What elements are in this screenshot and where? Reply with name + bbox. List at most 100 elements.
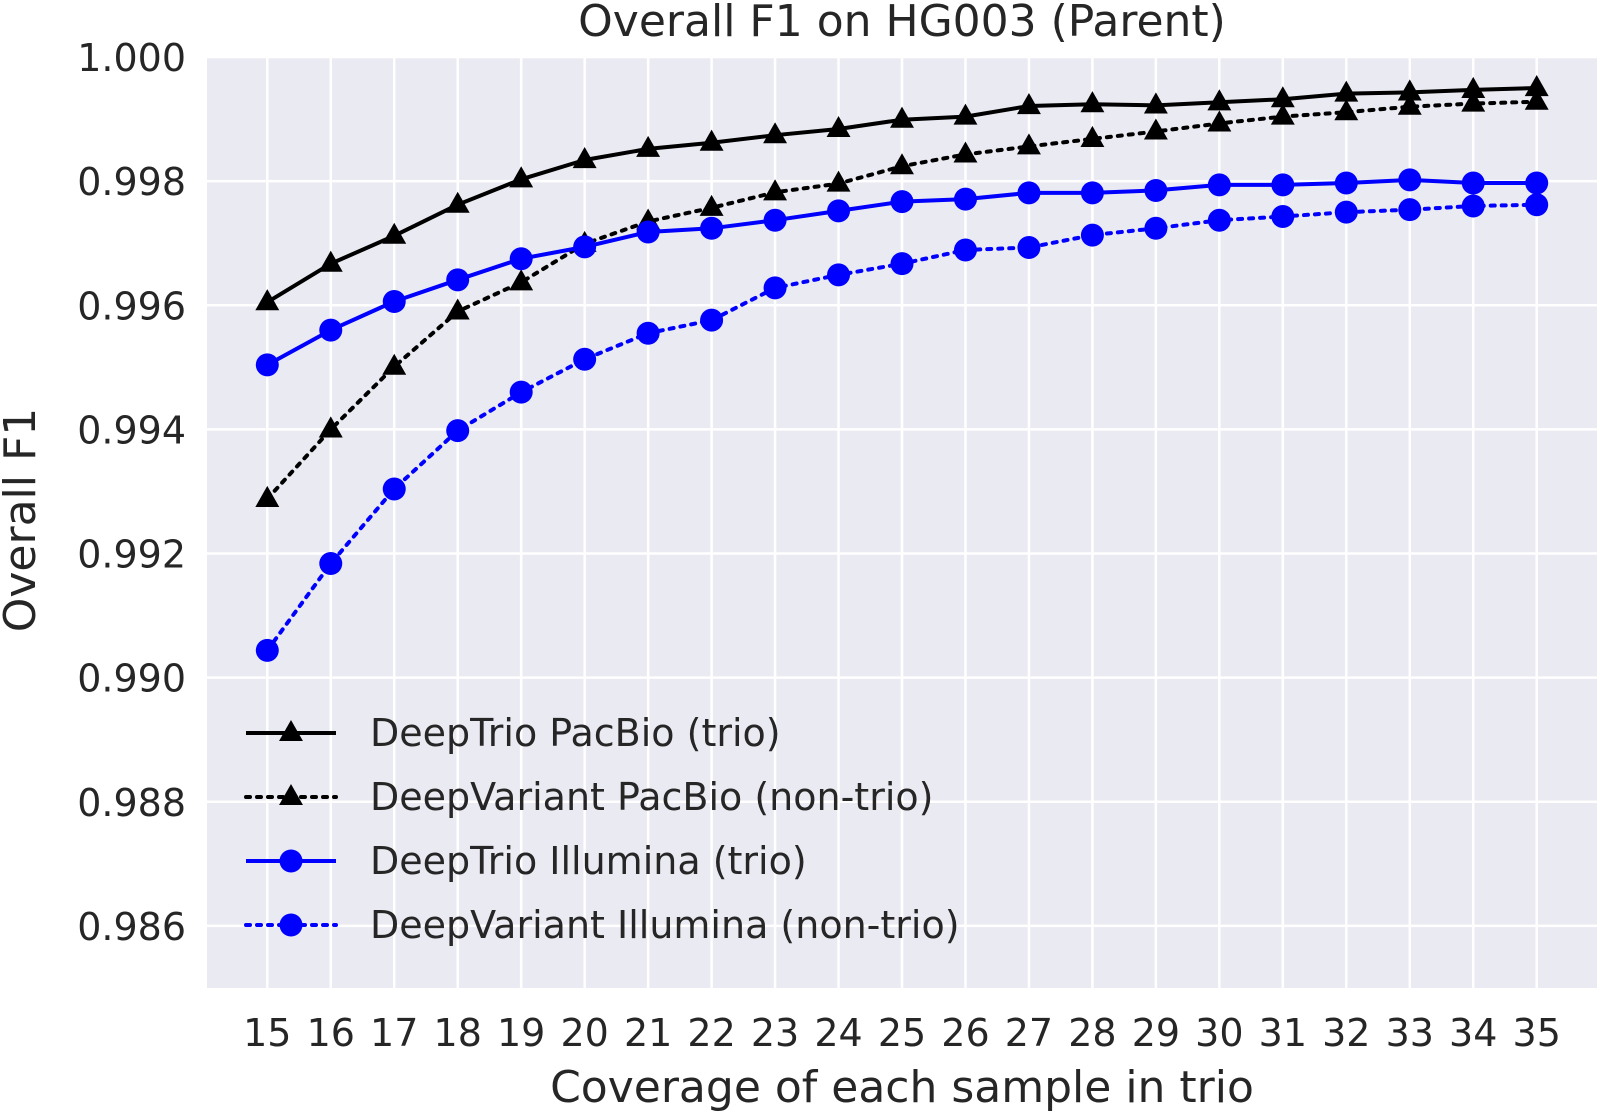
x-tick-label: 22	[687, 1011, 735, 1055]
data-point	[573, 347, 597, 371]
data-point	[509, 269, 534, 291]
x-tick-label: 23	[751, 1011, 799, 1055]
series-group	[255, 75, 1549, 311]
data-point	[255, 485, 280, 507]
data-point	[699, 129, 724, 151]
data-point	[1525, 171, 1549, 195]
data-point	[1080, 223, 1104, 247]
legend-label: DeepVariant PacBio (non-trio)	[370, 775, 933, 819]
x-tick-label: 25	[878, 1011, 926, 1055]
legend-label: DeepTrio PacBio (trio)	[370, 711, 781, 755]
y-tick-label: 0.994	[77, 408, 186, 452]
legend-label: DeepTrio Illumina (trio)	[370, 839, 807, 883]
y-tick-label: 0.990	[77, 657, 186, 701]
x-tick-label: 29	[1132, 1011, 1180, 1055]
data-point	[1207, 110, 1232, 132]
data-point	[509, 247, 533, 271]
data-point	[382, 222, 407, 244]
data-point	[1080, 181, 1104, 205]
data-point	[318, 416, 343, 438]
data-point	[1524, 75, 1549, 97]
data-point	[763, 122, 788, 144]
data-point	[890, 106, 914, 128]
data-point	[1144, 178, 1168, 202]
data-point	[1334, 99, 1359, 121]
x-tick-label: 34	[1449, 1011, 1497, 1055]
data-point	[636, 321, 660, 345]
x-tick-label: 32	[1322, 1011, 1370, 1055]
x-tick-label: 26	[941, 1011, 989, 1055]
legend-marker	[279, 720, 303, 742]
data-point	[1461, 194, 1485, 218]
data-point	[1270, 103, 1295, 125]
y-gridlines	[207, 55, 1597, 928]
series-layer	[255, 75, 1549, 662]
x-tick-label: 15	[243, 1011, 291, 1055]
x-tick-label: 24	[814, 1011, 862, 1055]
data-point	[1397, 93, 1422, 115]
data-point	[1080, 125, 1105, 147]
data-point	[1207, 89, 1232, 111]
data-point	[953, 103, 978, 125]
data-point	[1461, 171, 1485, 195]
y-tick-label: 0.988	[77, 781, 186, 825]
data-point	[763, 276, 787, 300]
data-point	[382, 353, 407, 375]
x-tick-label: 33	[1386, 1011, 1434, 1055]
legend-item: DeepVariant PacBio (non-trio)	[244, 775, 933, 819]
data-point	[953, 141, 978, 163]
data-point	[1207, 173, 1231, 197]
y-axis-title: Overall F1	[0, 408, 46, 633]
data-point	[509, 166, 534, 188]
data-point	[382, 477, 406, 501]
data-point	[700, 216, 724, 240]
data-point	[1080, 91, 1105, 113]
data-point	[1016, 133, 1041, 155]
data-point	[446, 419, 470, 443]
data-point	[1144, 216, 1168, 240]
data-point	[1334, 171, 1358, 195]
data-point	[319, 551, 343, 575]
data-point	[700, 308, 724, 332]
data-point	[1271, 173, 1295, 197]
data-point	[826, 115, 851, 138]
legend-item: DeepTrio PacBio (trio)	[246, 711, 781, 755]
legend: DeepTrio PacBio (trio) DeepVariant PacBio…	[244, 711, 960, 947]
data-point	[446, 268, 470, 292]
legend-label: DeepVariant Illumina (non-trio)	[370, 903, 960, 947]
data-point	[1270, 86, 1295, 108]
data-point	[1334, 200, 1358, 224]
data-point	[699, 194, 724, 216]
y-tick-labels: 1.000 0.998 0.996 0.994 0.992 0.990 0.988 0.986	[77, 36, 186, 949]
data-point	[445, 298, 470, 320]
y-tick-label: 1.000	[77, 36, 186, 80]
data-point	[1525, 193, 1549, 217]
data-point	[890, 190, 914, 214]
legend-item: DeepVariant Illumina (non-trio)	[244, 903, 960, 947]
y-tick-label: 0.996	[77, 284, 186, 328]
data-point	[763, 179, 788, 201]
series-group	[255, 193, 1549, 662]
data-point	[255, 353, 279, 377]
x-tick-label: 27	[1005, 1011, 1053, 1055]
data-point	[255, 638, 279, 662]
data-point	[1143, 118, 1168, 140]
data-point	[445, 191, 470, 213]
x-tick-label: 19	[497, 1011, 545, 1055]
data-point	[890, 252, 914, 276]
data-point	[1398, 168, 1422, 192]
data-point	[509, 380, 533, 404]
data-point	[827, 199, 851, 223]
x-tick-label: 28	[1068, 1011, 1116, 1055]
data-point	[1397, 79, 1422, 101]
x-tick-label: 20	[560, 1011, 608, 1055]
data-point	[763, 208, 787, 232]
y-tick-label: 0.992	[77, 533, 186, 577]
legend-marker	[279, 784, 303, 806]
data-point	[318, 250, 343, 272]
data-point	[572, 147, 597, 169]
data-point	[1461, 76, 1486, 98]
x-axis-title: Coverage of each sample in trio	[550, 1062, 1254, 1113]
data-point	[636, 220, 660, 244]
